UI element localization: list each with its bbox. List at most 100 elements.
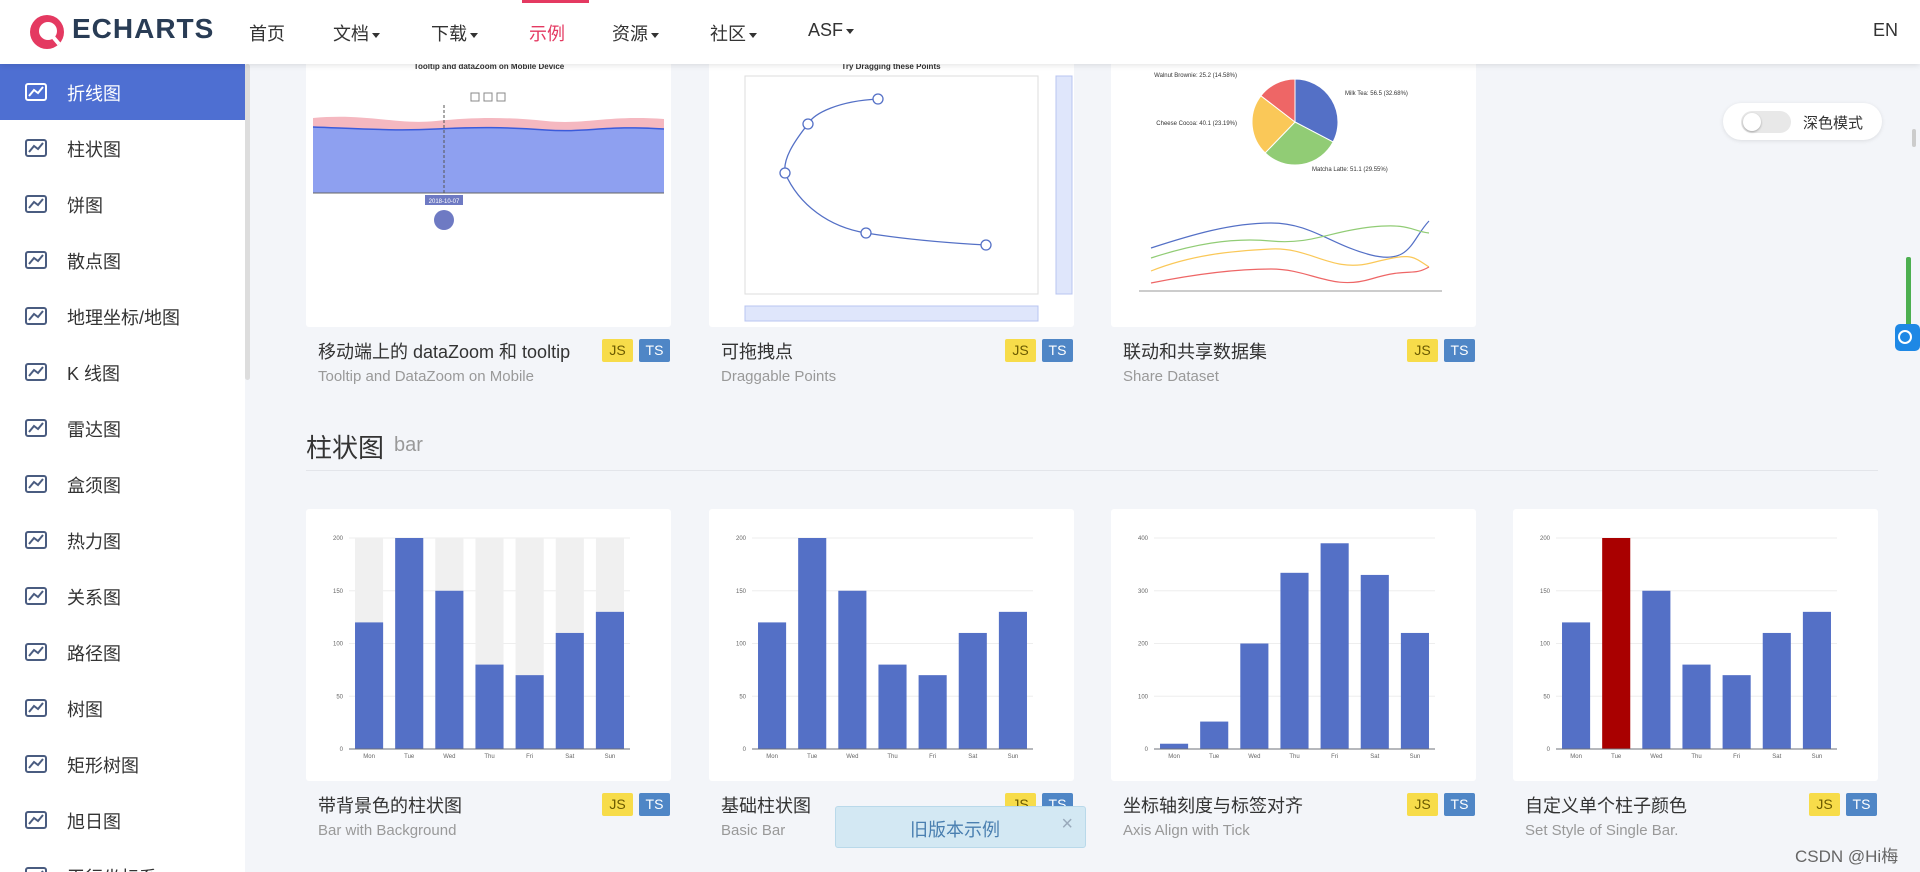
x-tick-label: Tue: [1209, 754, 1220, 760]
sidebar-item[interactable]: K 线图: [0, 344, 245, 400]
y-tick-label: 100: [1138, 694, 1149, 700]
nav-item[interactable]: 首页: [249, 20, 285, 46]
pie-slice: [1294, 78, 1339, 143]
icon-shape: [28, 198, 44, 209]
line-shape: [1150, 225, 1430, 259]
example-title[interactable]: 移动端上的 dataZoom 和 tooltip: [318, 342, 571, 362]
icon-shape: [25, 531, 47, 549]
x-tick-label: Thu: [484, 754, 494, 760]
drag-point[interactable]: [872, 93, 884, 105]
drag-handle[interactable]: [434, 210, 454, 230]
sidebar-item[interactable]: 折线图: [0, 64, 245, 120]
sidebar-item[interactable]: 地理坐标/地图: [0, 288, 245, 344]
ts-badge[interactable]: TS: [1444, 793, 1475, 816]
drag-point[interactable]: [779, 167, 791, 179]
drag-point[interactable]: [860, 227, 872, 239]
sidebar-icon: [25, 755, 47, 773]
bar: [1240, 643, 1269, 749]
js-badge[interactable]: JS: [602, 793, 633, 816]
close-button[interactable]: ×: [1061, 813, 1073, 835]
sidebar-item[interactable]: 饼图: [0, 176, 245, 232]
icon-shape: [25, 811, 47, 829]
bar: [355, 622, 384, 749]
sidebar-item[interactable]: 雷达图: [0, 400, 245, 456]
drag-point[interactable]: [980, 239, 992, 251]
ts-badge[interactable]: TS: [1444, 339, 1475, 362]
sidebar-item[interactable]: 盒须图: [0, 456, 245, 512]
old-version-label[interactable]: 旧版本示例: [910, 820, 1000, 840]
example-title[interactable]: 坐标轴刻度与标签对齐: [1123, 796, 1303, 816]
sidebar-item[interactable]: 矩形树图: [0, 736, 245, 792]
sidebar-item[interactable]: 关系图: [0, 568, 245, 624]
sidebar-item[interactable]: 平行坐标系: [0, 848, 245, 872]
pie-slice: [1264, 121, 1334, 166]
nav-item[interactable]: 下载: [431, 20, 478, 46]
nav-item[interactable]: 示例: [529, 20, 565, 46]
bar: [1200, 721, 1229, 749]
sidebar-icon: [25, 531, 47, 549]
language-switch[interactable]: EN: [1872, 20, 1898, 40]
bar: [918, 675, 947, 749]
example-subtitle: Tooltip and DataZoom on Mobile: [318, 368, 534, 385]
example-card[interactable]: Try Dragging these Points: [709, 55, 1074, 327]
example-card[interactable]: 0 50 100 150 200 Mon Tue Wed Thu Fri Sat Sun: [306, 509, 671, 781]
sidebar-item[interactable]: 旭日图: [0, 792, 245, 848]
bar: [1802, 611, 1831, 749]
drag-point[interactable]: [802, 118, 814, 130]
example-card[interactable]: 0 100 200 300 400 Mon Tue Wed Thu Fri Sat Sun: [1111, 509, 1476, 781]
example-title[interactable]: 基础柱状图: [721, 796, 811, 816]
nav-item[interactable]: 文档: [333, 20, 380, 46]
sidebar-item[interactable]: 柱状图: [0, 120, 245, 176]
icon-shape: [25, 195, 47, 213]
thumbnail: Try Dragging these Points: [744, 62, 1073, 322]
example-title[interactable]: 联动和共享数据集: [1123, 342, 1267, 362]
nav-item[interactable]: ASF: [808, 20, 855, 41]
x-tick-label: Thu: [1289, 754, 1299, 760]
js-badge[interactable]: JS: [1407, 339, 1438, 362]
old-version-banner[interactable]: 旧版本示例 ×: [835, 806, 1086, 848]
sidebar-label: 饼图: [67, 196, 103, 216]
sidebar-label: 雷达图: [67, 420, 121, 440]
x-tick-label: Sat: [968, 754, 977, 760]
x-tick-label: Mon: [766, 754, 778, 760]
switch[interactable]: [1741, 111, 1791, 133]
section-title: 柱状图: [306, 433, 385, 463]
example-card[interactable]: Milk Tea: 56.5 (32.68%) Matcha Latte: 51.…: [1111, 55, 1476, 327]
sidebar-item[interactable]: 树图: [0, 680, 245, 736]
thumbnail: 0 50 100 150 200 Mon Tue Wed Thu Fri Sat Sun: [736, 536, 1033, 760]
dark-mode-toggle[interactable]: 深色模式: [1723, 103, 1882, 140]
ts-badge[interactable]: TS: [639, 793, 670, 816]
header: ECHARTS EN 首页 文档 下载 示例 资源 社区 ASF: [0, 0, 1920, 64]
example-card[interactable]: 0 50 100 150 200 Mon Tue Wed Thu Fri Sat Sun: [709, 509, 1074, 781]
example-title[interactable]: 可拖拽点: [721, 342, 793, 362]
example-title[interactable]: 自定义单个柱子颜色: [1525, 796, 1687, 816]
js-badge[interactable]: JS: [1005, 339, 1036, 362]
sidebar-item[interactable]: 散点图: [0, 232, 245, 288]
bar: [555, 632, 584, 749]
example-card[interactable]: 0 50 100 150 200 Mon Tue Wed Thu Fri Sat Sun: [1513, 509, 1878, 781]
line-shape: [1150, 220, 1430, 258]
js-badge[interactable]: JS: [602, 339, 633, 362]
ts-badge[interactable]: TS: [1042, 339, 1073, 362]
js-badge[interactable]: JS: [1809, 793, 1840, 816]
ts-badge[interactable]: TS: [1846, 793, 1877, 816]
y-tick-label: 0: [1145, 747, 1149, 753]
nav-item[interactable]: 资源: [612, 20, 659, 46]
example-title[interactable]: 带背景色的柱状图: [318, 796, 462, 816]
sidebar-item[interactable]: 路径图: [0, 624, 245, 680]
nav-label: 示例: [529, 24, 565, 44]
line-shape: [312, 126, 665, 132]
logo-icon[interactable]: [27, 12, 67, 52]
example-card[interactable]: Tooltip and dataZoom on Mobile Device 201…: [306, 55, 671, 327]
ts-badge[interactable]: TS: [639, 339, 670, 362]
js-badge[interactable]: JS: [1407, 793, 1438, 816]
logo[interactable]: ECHARTS: [72, 13, 215, 44]
y-tick-label: 150: [1540, 589, 1551, 595]
y-tick-label: 200: [1540, 536, 1551, 542]
example-subtitle: Basic Bar: [721, 822, 786, 839]
nav-item[interactable]: 社区: [710, 20, 757, 46]
sidebar-item[interactable]: 热力图: [0, 512, 245, 568]
example-subtitle: Axis Align with Tick: [1123, 822, 1250, 839]
icon-shape: [28, 814, 44, 825]
sidebar-label: K 线图: [67, 364, 121, 384]
